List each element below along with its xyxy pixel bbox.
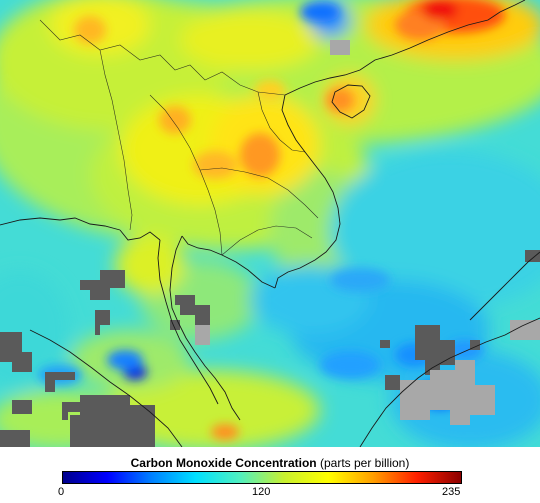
legend-title-units: (parts per billion) xyxy=(319,456,410,470)
colorbar-min-label: 0 xyxy=(58,486,65,498)
colorbar-max-label: 235 xyxy=(442,486,461,498)
colorbar-mid-label: 120 xyxy=(252,486,271,498)
colorbar xyxy=(62,471,462,484)
co-concentration-map xyxy=(0,0,540,447)
legend-title: Carbon Monoxide Concentration (parts per… xyxy=(0,456,540,470)
no-data-regions xyxy=(0,250,540,447)
missing-data-regions xyxy=(195,40,540,425)
legend-title-main: Carbon Monoxide Concentration xyxy=(130,456,317,470)
country-borders xyxy=(39,19,319,256)
